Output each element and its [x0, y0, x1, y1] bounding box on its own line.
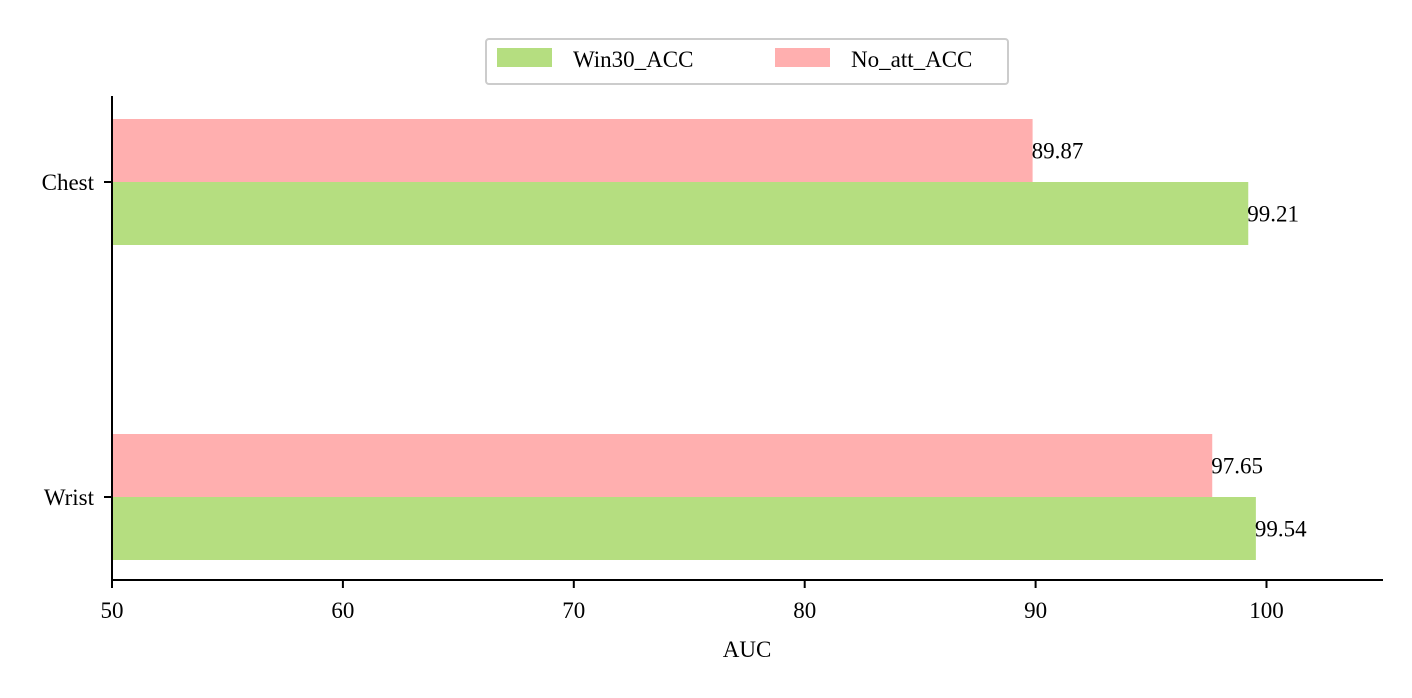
- bar-label-no-att-chest: 89.87: [1032, 139, 1084, 164]
- legend-label-win30: Win30_ACC: [573, 47, 693, 72]
- bar-labels-group: 89.87 99.21 97.65 99.54: [1032, 139, 1308, 542]
- bars-group: [113, 119, 1256, 560]
- bar-label-win30-wrist: 99.54: [1255, 517, 1307, 542]
- y-tick-label-wrist: Wrist: [44, 485, 95, 510]
- y-ticks-group: Chest Wrist: [42, 170, 112, 510]
- x-tick-label: 90: [1024, 598, 1047, 623]
- bar-no-att-wrist: [113, 434, 1213, 497]
- x-ticks-group: 50 60 70 80 90 100: [101, 580, 1284, 623]
- bar-win30-wrist: [113, 497, 1256, 560]
- x-tick-label: 50: [101, 598, 124, 623]
- y-tick-label-chest: Chest: [42, 170, 95, 195]
- legend-swatch-win30: [497, 48, 552, 67]
- x-axis-label: AUC: [723, 637, 772, 662]
- bar-win30-chest: [113, 182, 1249, 245]
- x-tick-label: 60: [331, 598, 354, 623]
- bar-no-att-chest: [113, 119, 1033, 182]
- legend-label-no-att: No_att_ACC: [851, 47, 972, 72]
- legend-frame: [485, 38, 1009, 85]
- bar-label-no-att-wrist: 97.65: [1211, 454, 1263, 479]
- x-tick-label: 70: [562, 598, 585, 623]
- legend-swatch-no-att: [775, 48, 830, 67]
- legend: Win30_ACC No_att_ACC: [485, 38, 1009, 85]
- x-tick-label: 100: [1249, 598, 1284, 623]
- bar-label-win30-chest: 99.21: [1247, 202, 1299, 227]
- x-tick-label: 80: [793, 598, 816, 623]
